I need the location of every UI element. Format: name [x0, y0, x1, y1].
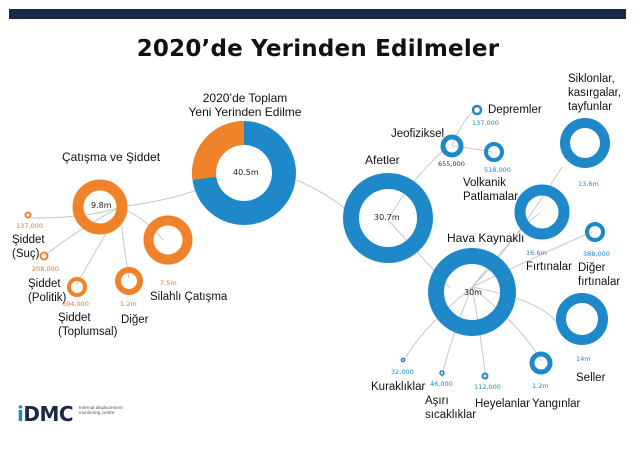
extreme-temps-value: 46,000 — [430, 380, 453, 388]
disasters-value: 30.7m — [374, 213, 400, 222]
volcanic-ring — [484, 142, 504, 162]
volcanic-label-line1: Volkanik — [463, 177, 506, 189]
floods-ring — [556, 293, 608, 345]
earthquakes-label: Depremler — [488, 104, 542, 116]
disasters-total-ring — [343, 173, 433, 263]
violence-communal-label-line2: (Toplumsal) — [58, 326, 118, 338]
violence-communal-label-line1: Şiddet — [58, 312, 91, 324]
total-label-line1: 2020’de Toplam — [202, 91, 288, 105]
total-pie — [192, 121, 296, 225]
violence-communal-label: Şiddet (Toplumsal) — [58, 311, 117, 339]
total-value: 40.5m — [233, 168, 259, 177]
geophysical-value: 655,000 — [438, 160, 465, 168]
wildfires-value: 1.2m — [532, 382, 549, 390]
wildfires-label: Yangınlar — [532, 398, 581, 410]
cyclones-ring — [560, 118, 610, 168]
drought-label: Kuraklıklar — [371, 381, 426, 393]
geophysical-ring — [440, 134, 464, 158]
wildfires-ring — [529, 351, 553, 375]
other-conflict-label: Diğer — [121, 314, 149, 326]
drought-value: 32,000 — [391, 368, 414, 376]
armed-conflict-label: Silahlı Çatışma — [150, 291, 228, 303]
total-label: 2020’de Toplam Yeni Yerinden Edilme — [185, 91, 305, 119]
page-title: 2020’de Yerinden Edilmeler — [136, 36, 500, 62]
violence-crime-value: 137,000 — [16, 222, 43, 230]
violence-political-ring — [39, 251, 49, 261]
violence-political-label-line2: (Politik) — [28, 292, 67, 304]
violence-crime-label: Şiddet (Suç) — [12, 233, 45, 261]
idmc-logo-mark: iDMC — [17, 402, 74, 426]
extreme-temps-label: Aşırı sıcaklıklar — [425, 394, 476, 422]
landslides-value: 112,000 — [474, 383, 501, 391]
other-conflict-ring — [115, 267, 143, 295]
volcanic-value: 518,000 — [484, 166, 511, 174]
storms-label: Fırtınalar — [526, 261, 573, 273]
cyclones-value: 13.6m — [578, 180, 599, 188]
volcanic-label: Volkanik Patlamalar — [463, 176, 518, 204]
other-conflict-value: 1.2m — [120, 300, 137, 308]
header-bar — [9, 9, 626, 19]
weather-value: 30m — [464, 288, 482, 297]
extreme-temps-label-line2: sıcaklıklar — [425, 409, 477, 421]
conflict-label: Çatışma ve Şiddet — [62, 150, 161, 164]
violence-political-value: 208,000 — [32, 265, 59, 273]
violence-crime-label-line1: Şiddet — [12, 234, 45, 246]
other-storms-ring — [585, 222, 605, 242]
other-storms-value: 388,000 — [583, 250, 610, 258]
total-label-line2: Yeni Yerinden Edilme — [188, 105, 302, 119]
disaster-rings — [343, 104, 610, 380]
other-storms-label-line2: fırtınalar — [578, 276, 621, 288]
landslides-ring — [481, 372, 489, 380]
floods-value: 14m — [576, 355, 591, 363]
disasters-label: Afetler — [365, 153, 400, 167]
violence-communal-value: 694,000 — [62, 300, 89, 308]
conflict-value: 9.8m — [91, 201, 112, 210]
idmc-logo-text: DMC — [23, 402, 74, 426]
violence-crime-ring — [24, 211, 32, 219]
violence-political-label: Şiddet (Politik) — [28, 277, 66, 305]
weather-total-ring — [428, 248, 516, 336]
drought-ring — [400, 357, 406, 363]
cyclones-label-line1: Siklonlar, — [568, 73, 615, 85]
weather-label: Hava Kaynaklı — [447, 231, 525, 245]
idmc-logo-subtitle: Internal displacement monitoring centre — [79, 405, 123, 416]
extreme-temps-ring — [439, 370, 445, 376]
armed-conflict-ring — [143, 215, 193, 265]
conflict-total-ring — [72, 179, 128, 235]
floods-label: Seller — [576, 372, 606, 384]
other-storms-label: Diğer fırtınalar — [578, 261, 620, 289]
earthquakes-ring — [471, 104, 483, 116]
idmc-logo: iDMC Internal displacement monitoring ce… — [17, 402, 137, 426]
violence-political-label-line1: Şiddet — [28, 278, 61, 290]
violence-communal-ring — [67, 277, 87, 297]
cyclones-label-line2: kasırgalar, — [568, 87, 622, 99]
idmc-logo-i: i — [17, 402, 24, 426]
extreme-temps-label-line1: Aşırı — [425, 395, 449, 407]
violence-crime-label-line2: (Suç) — [12, 248, 40, 260]
cyclones-label-line3: tayfunlar — [568, 101, 613, 113]
landslides-label: Heyelanlar — [475, 398, 530, 410]
storms-ring — [514, 184, 570, 240]
conflict-rings — [24, 179, 193, 297]
storms-value: 16.6m — [526, 249, 547, 257]
earthquakes-value: 137,000 — [472, 119, 499, 127]
geophysical-label: Jeofiziksel — [391, 128, 445, 140]
volcanic-label-line2: Patlamalar — [463, 191, 518, 203]
cyclones-label: Siklonlar, kasırgalar, tayfunlar — [568, 72, 621, 114]
armed-conflict-value: 7.5m — [160, 279, 177, 287]
other-storms-label-line1: Diğer — [578, 262, 606, 274]
